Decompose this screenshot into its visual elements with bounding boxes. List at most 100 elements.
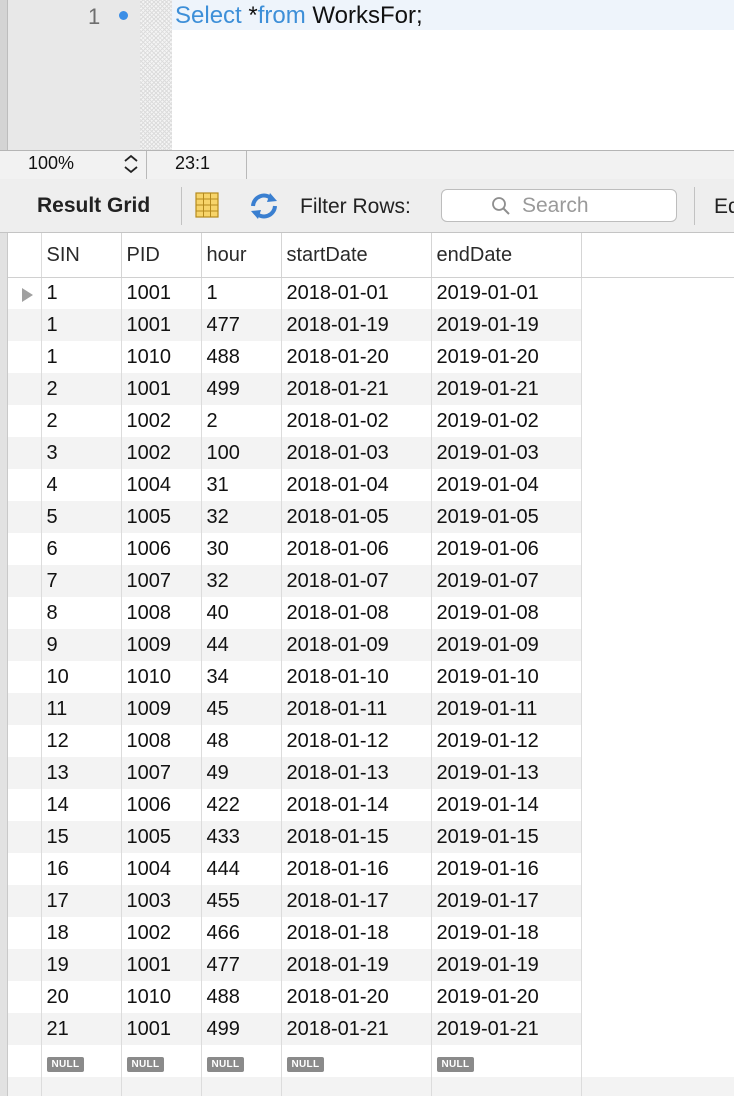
table-cell[interactable]: 2019-01-15	[431, 821, 582, 853]
refresh-icon[interactable]	[248, 192, 280, 220]
table-cell[interactable]: 2019-01-12	[431, 725, 582, 757]
table-cell[interactable]: 3	[41, 437, 122, 469]
stepper-icon[interactable]	[120, 152, 142, 176]
row-marker-cell[interactable]	[8, 853, 42, 885]
table-row[interactable]: 1 1001 1 2018-01-01 2019-01-01	[8, 277, 734, 309]
table-cell[interactable]: 1003	[121, 885, 202, 917]
table-row[interactable]: 1 1010 488 2018-01-20 2019-01-20	[8, 341, 734, 373]
table-cell[interactable]: 477	[201, 949, 282, 981]
table-cell[interactable]: 2019-01-05	[431, 501, 582, 533]
table-cell[interactable]: 2019-01-19	[431, 949, 582, 981]
table-cell[interactable]: 2018-01-15	[281, 821, 432, 853]
row-marker-cell[interactable]	[8, 501, 42, 533]
null-cell[interactable]: NULL	[431, 1045, 582, 1077]
table-cell[interactable]: 44	[201, 629, 282, 661]
table-cell[interactable]: 466	[201, 917, 282, 949]
table-cell[interactable]: 1007	[121, 565, 202, 597]
table-cell[interactable]: 2019-01-13	[431, 757, 582, 789]
row-marker-cell[interactable]	[8, 949, 42, 981]
table-cell[interactable]: 1002	[121, 917, 202, 949]
table-cell[interactable]: 11	[41, 693, 122, 725]
table-cell[interactable]: 1006	[121, 789, 202, 821]
table-cell[interactable]: 1002	[121, 405, 202, 437]
table-cell[interactable]: 2018-01-11	[281, 693, 432, 725]
row-marker-cell[interactable]	[8, 821, 42, 853]
table-cell[interactable]: 477	[201, 309, 282, 341]
table-cell[interactable]: 7	[41, 565, 122, 597]
edit-label[interactable]: Ed	[714, 195, 734, 218]
row-marker-cell[interactable]	[8, 565, 42, 597]
table-cell[interactable]: 2018-01-19	[281, 949, 432, 981]
table-cell[interactable]: 18	[41, 917, 122, 949]
row-marker-cell[interactable]	[8, 533, 42, 565]
table-cell[interactable]: 5	[41, 501, 122, 533]
row-marker-cell[interactable]	[8, 789, 42, 821]
table-row[interactable]: 3 1002 100 2018-01-03 2019-01-03	[8, 437, 734, 469]
table-row[interactable]: 17 1003 455 2018-01-17 2019-01-17	[8, 885, 734, 917]
table-cell[interactable]: 2	[41, 373, 122, 405]
column-header[interactable]: hour	[201, 233, 282, 278]
table-cell[interactable]: 1006	[121, 533, 202, 565]
table-cell[interactable]: 4	[41, 469, 122, 501]
table-cell[interactable]: 1010	[121, 981, 202, 1013]
table-cell[interactable]: 1	[41, 341, 122, 373]
table-cell[interactable]: 2018-01-08	[281, 597, 432, 629]
row-marker-cell[interactable]	[8, 725, 42, 757]
table-row[interactable]: 4 1004 31 2018-01-04 2019-01-04	[8, 469, 734, 501]
table-cell[interactable]: 2018-01-07	[281, 565, 432, 597]
table-cell[interactable]: 2019-01-17	[431, 885, 582, 917]
table-cell[interactable]: 1002	[121, 437, 202, 469]
row-marker-cell[interactable]	[8, 629, 42, 661]
table-cell[interactable]: 2019-01-06	[431, 533, 582, 565]
table-cell[interactable]: 40	[201, 597, 282, 629]
filter-search-box[interactable]	[441, 189, 677, 222]
table-cell[interactable]: 1010	[121, 341, 202, 373]
table-cell[interactable]: 2019-01-18	[431, 917, 582, 949]
table-row[interactable]: 14 1006 422 2018-01-14 2019-01-14	[8, 789, 734, 821]
sql-editor[interactable]: 1 Select *from WorksFor;	[0, 0, 734, 150]
table-cell[interactable]: 49	[201, 757, 282, 789]
row-marker-cell[interactable]	[8, 437, 42, 469]
row-marker-cell[interactable]	[8, 469, 42, 501]
table-cell[interactable]: 2018-01-10	[281, 661, 432, 693]
table-row[interactable]: 19 1001 477 2018-01-19 2019-01-19	[8, 949, 734, 981]
table-row[interactable]: 5 1005 32 2018-01-05 2019-01-05	[8, 501, 734, 533]
table-cell[interactable]: 2019-01-21	[431, 373, 582, 405]
table-cell[interactable]: 45	[201, 693, 282, 725]
row-marker-cell[interactable]	[8, 277, 42, 309]
table-cell[interactable]: 6	[41, 533, 122, 565]
null-cell[interactable]: NULL	[201, 1045, 282, 1077]
table-cell[interactable]: 1004	[121, 469, 202, 501]
table-cell[interactable]: 48	[201, 725, 282, 757]
table-cell[interactable]: 2018-01-20	[281, 341, 432, 373]
table-cell[interactable]: 16	[41, 853, 122, 885]
table-row[interactable]: 7 1007 32 2018-01-07 2019-01-07	[8, 565, 734, 597]
table-cell[interactable]: 433	[201, 821, 282, 853]
table-cell[interactable]: 2018-01-05	[281, 501, 432, 533]
table-row[interactable]: 18 1002 466 2018-01-18 2019-01-18	[8, 917, 734, 949]
table-cell[interactable]: 9	[41, 629, 122, 661]
column-header[interactable]: endDate	[431, 233, 582, 278]
grid-columns-icon[interactable]	[195, 192, 219, 218]
row-marker-cell[interactable]	[8, 405, 42, 437]
table-row[interactable]: 1 1001 477 2018-01-19 2019-01-19	[8, 309, 734, 341]
column-header[interactable]: PID	[121, 233, 202, 278]
table-cell[interactable]: 8	[41, 597, 122, 629]
table-cell[interactable]: 13	[41, 757, 122, 789]
table-cell[interactable]: 1	[41, 309, 122, 341]
table-cell[interactable]: 2019-01-07	[431, 565, 582, 597]
table-cell[interactable]: 2018-01-04	[281, 469, 432, 501]
table-cell[interactable]: 1008	[121, 597, 202, 629]
table-cell[interactable]: 1004	[121, 853, 202, 885]
table-cell[interactable]: 1001	[121, 949, 202, 981]
row-marker-cell[interactable]	[8, 661, 42, 693]
null-cell[interactable]: NULL	[281, 1045, 432, 1077]
table-cell[interactable]: 2018-01-20	[281, 981, 432, 1013]
table-cell[interactable]: 2019-01-08	[431, 597, 582, 629]
table-cell[interactable]: 1001	[121, 277, 202, 309]
table-cell[interactable]: 100	[201, 437, 282, 469]
table-cell[interactable]: 2019-01-04	[431, 469, 582, 501]
table-cell[interactable]: 488	[201, 341, 282, 373]
table-cell[interactable]: 2019-01-16	[431, 853, 582, 885]
null-cell[interactable]: NULL	[41, 1045, 122, 1077]
